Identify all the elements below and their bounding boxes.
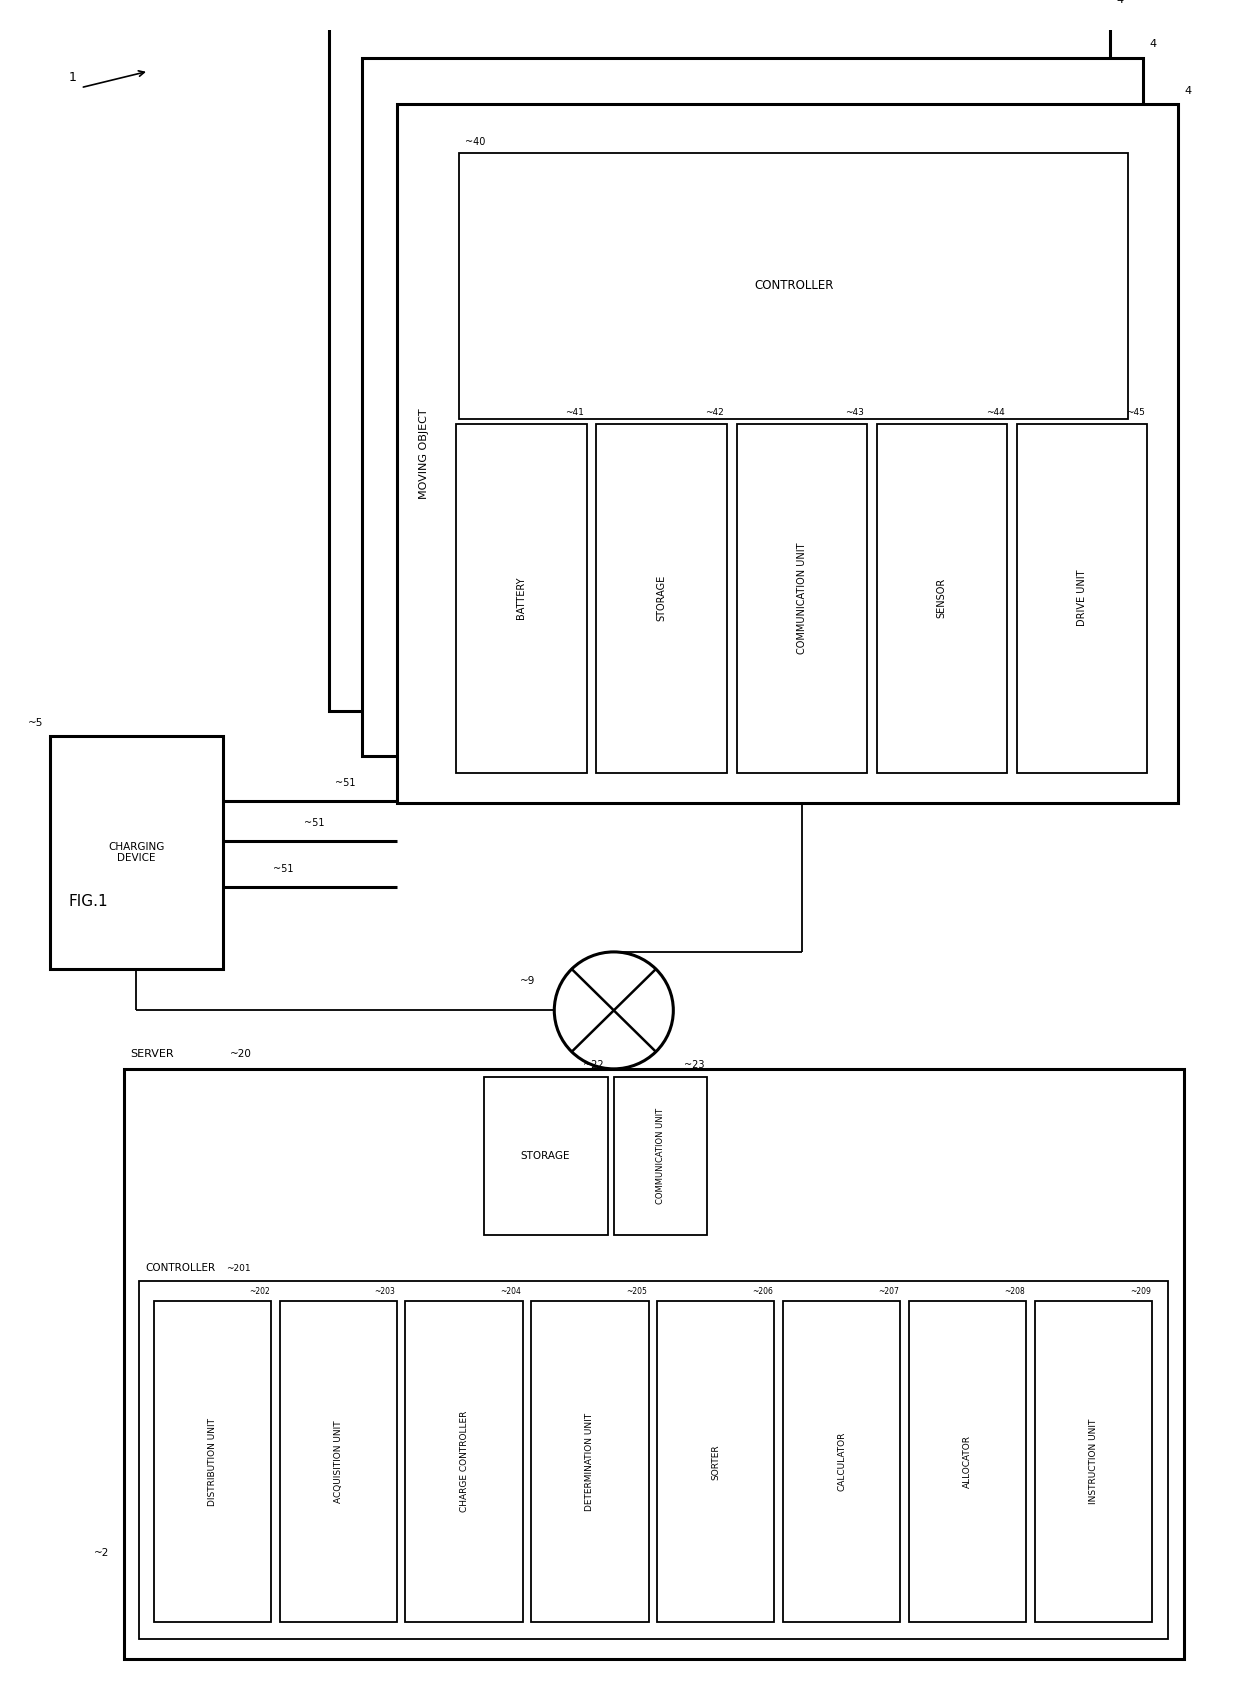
Text: ~206: ~206 — [753, 1288, 774, 1296]
Bar — [596, 423, 727, 773]
Text: STORAGE: STORAGE — [521, 1151, 570, 1161]
Text: CALCULATOR: CALCULATOR — [837, 1431, 846, 1491]
Text: ~42: ~42 — [706, 408, 724, 416]
Text: ~51: ~51 — [273, 865, 294, 875]
Text: ~20: ~20 — [229, 1049, 252, 1059]
Text: COMMUNICATION UNIT: COMMUNICATION UNIT — [656, 1108, 665, 1205]
Text: DISTRIBUTION UNIT: DISTRIBUTION UNIT — [208, 1418, 217, 1506]
Text: ~204: ~204 — [501, 1288, 521, 1296]
Bar — [405, 1301, 523, 1623]
Text: ~51: ~51 — [335, 778, 356, 788]
Bar — [532, 1301, 649, 1623]
Text: COMMUNICATION UNIT: COMMUNICATION UNIT — [796, 543, 807, 653]
Text: CHARGE CONTROLLER: CHARGE CONTROLLER — [460, 1411, 469, 1513]
Bar — [737, 423, 867, 773]
Text: ~23: ~23 — [683, 1061, 704, 1071]
Bar — [1017, 423, 1147, 773]
Text: CONTROLLER: CONTROLLER — [145, 1262, 216, 1272]
Bar — [124, 1069, 1184, 1658]
Text: ~2: ~2 — [94, 1548, 109, 1558]
Text: MOVING OBJECT: MOVING OBJECT — [419, 408, 429, 499]
Text: 4: 4 — [1184, 86, 1192, 96]
Bar — [784, 1301, 900, 1623]
Text: CHARGING
DEVICE: CHARGING DEVICE — [108, 841, 165, 863]
Text: ~40: ~40 — [465, 137, 485, 147]
Text: 4: 4 — [1116, 0, 1123, 5]
Bar — [877, 423, 1007, 773]
Text: ~208: ~208 — [1004, 1288, 1025, 1296]
Text: 1: 1 — [68, 71, 76, 85]
Text: BATTERY: BATTERY — [516, 577, 527, 619]
Text: SORTER: SORTER — [712, 1443, 720, 1479]
Bar — [329, 14, 1110, 711]
Text: ~9: ~9 — [521, 976, 536, 986]
Text: FIG.1: FIG.1 — [68, 893, 108, 909]
Bar — [50, 736, 223, 970]
Text: ~5: ~5 — [29, 717, 43, 728]
Bar — [279, 1301, 397, 1623]
Text: INSTRUCTION UNIT: INSTRUCTION UNIT — [1089, 1420, 1097, 1504]
Text: ~22: ~22 — [583, 1061, 604, 1071]
Bar — [456, 423, 587, 773]
Text: ~209: ~209 — [1130, 1288, 1151, 1296]
Bar — [362, 58, 1143, 756]
Bar — [1034, 1301, 1152, 1623]
Bar — [154, 1301, 270, 1623]
Text: DETERMINATION UNIT: DETERMINATION UNIT — [585, 1413, 594, 1511]
Text: ~205: ~205 — [626, 1288, 647, 1296]
Text: ALLOCATOR: ALLOCATOR — [963, 1435, 972, 1489]
Bar — [397, 105, 1178, 802]
Text: ~207: ~207 — [878, 1288, 899, 1296]
Text: ~43: ~43 — [846, 408, 864, 416]
Bar — [909, 1301, 1025, 1623]
Text: SENSOR: SENSOR — [936, 579, 947, 618]
Text: SERVER: SERVER — [130, 1049, 174, 1059]
Text: STORAGE: STORAGE — [656, 575, 667, 621]
Bar — [459, 154, 1128, 418]
Text: ACQUISITION UNIT: ACQUISITION UNIT — [334, 1421, 342, 1502]
Bar — [614, 1076, 707, 1235]
Text: DRIVE UNIT: DRIVE UNIT — [1076, 570, 1087, 626]
Text: CONTROLLER: CONTROLLER — [754, 279, 833, 293]
Text: ~45: ~45 — [1126, 408, 1145, 416]
Text: ~44: ~44 — [986, 408, 1004, 416]
Text: ~202: ~202 — [249, 1288, 270, 1296]
Text: ~201: ~201 — [226, 1264, 250, 1272]
Bar — [484, 1076, 608, 1235]
Text: ~51: ~51 — [304, 817, 325, 827]
Text: 4: 4 — [1149, 39, 1157, 49]
Bar — [139, 1281, 1168, 1640]
Bar — [657, 1301, 774, 1623]
Text: ~41: ~41 — [565, 408, 584, 416]
Text: ~203: ~203 — [374, 1288, 396, 1296]
